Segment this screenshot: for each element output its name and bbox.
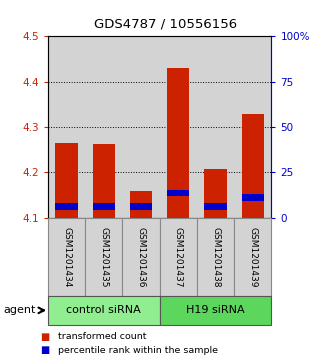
Bar xyxy=(197,218,234,296)
Text: GSM1201437: GSM1201437 xyxy=(174,227,183,287)
Bar xyxy=(234,218,271,296)
Bar xyxy=(122,36,160,218)
Text: agent: agent xyxy=(3,305,36,315)
Bar xyxy=(204,169,227,218)
Bar xyxy=(48,218,85,296)
Bar xyxy=(167,189,189,196)
Text: control siRNA: control siRNA xyxy=(67,305,141,315)
Bar xyxy=(93,203,115,209)
Bar xyxy=(160,296,271,325)
Text: GSM1201436: GSM1201436 xyxy=(137,227,146,287)
Bar xyxy=(160,36,197,218)
Bar xyxy=(234,36,271,218)
Text: H19 siRNA: H19 siRNA xyxy=(186,305,245,315)
Bar xyxy=(122,218,160,296)
Text: percentile rank within the sample: percentile rank within the sample xyxy=(58,346,218,355)
Text: GSM1201434: GSM1201434 xyxy=(62,227,71,287)
Text: GSM1201438: GSM1201438 xyxy=(211,227,220,287)
Text: ■: ■ xyxy=(40,345,49,355)
Bar xyxy=(48,36,85,218)
Bar xyxy=(204,203,227,209)
Text: GSM1201439: GSM1201439 xyxy=(248,227,257,287)
Bar xyxy=(130,191,152,218)
Text: ■: ■ xyxy=(40,332,49,342)
Bar xyxy=(93,144,115,218)
Bar xyxy=(167,68,189,218)
Bar xyxy=(55,203,78,209)
Bar xyxy=(85,218,122,296)
Bar xyxy=(197,36,234,218)
Bar xyxy=(242,114,264,218)
Text: GSM1201435: GSM1201435 xyxy=(99,227,108,287)
Bar xyxy=(242,194,264,200)
Bar xyxy=(160,218,197,296)
Bar xyxy=(130,203,152,209)
Bar xyxy=(85,36,122,218)
Bar xyxy=(55,143,78,218)
Text: GDS4787 / 10556156: GDS4787 / 10556156 xyxy=(94,17,237,30)
Bar xyxy=(48,296,160,325)
Text: transformed count: transformed count xyxy=(58,333,146,341)
